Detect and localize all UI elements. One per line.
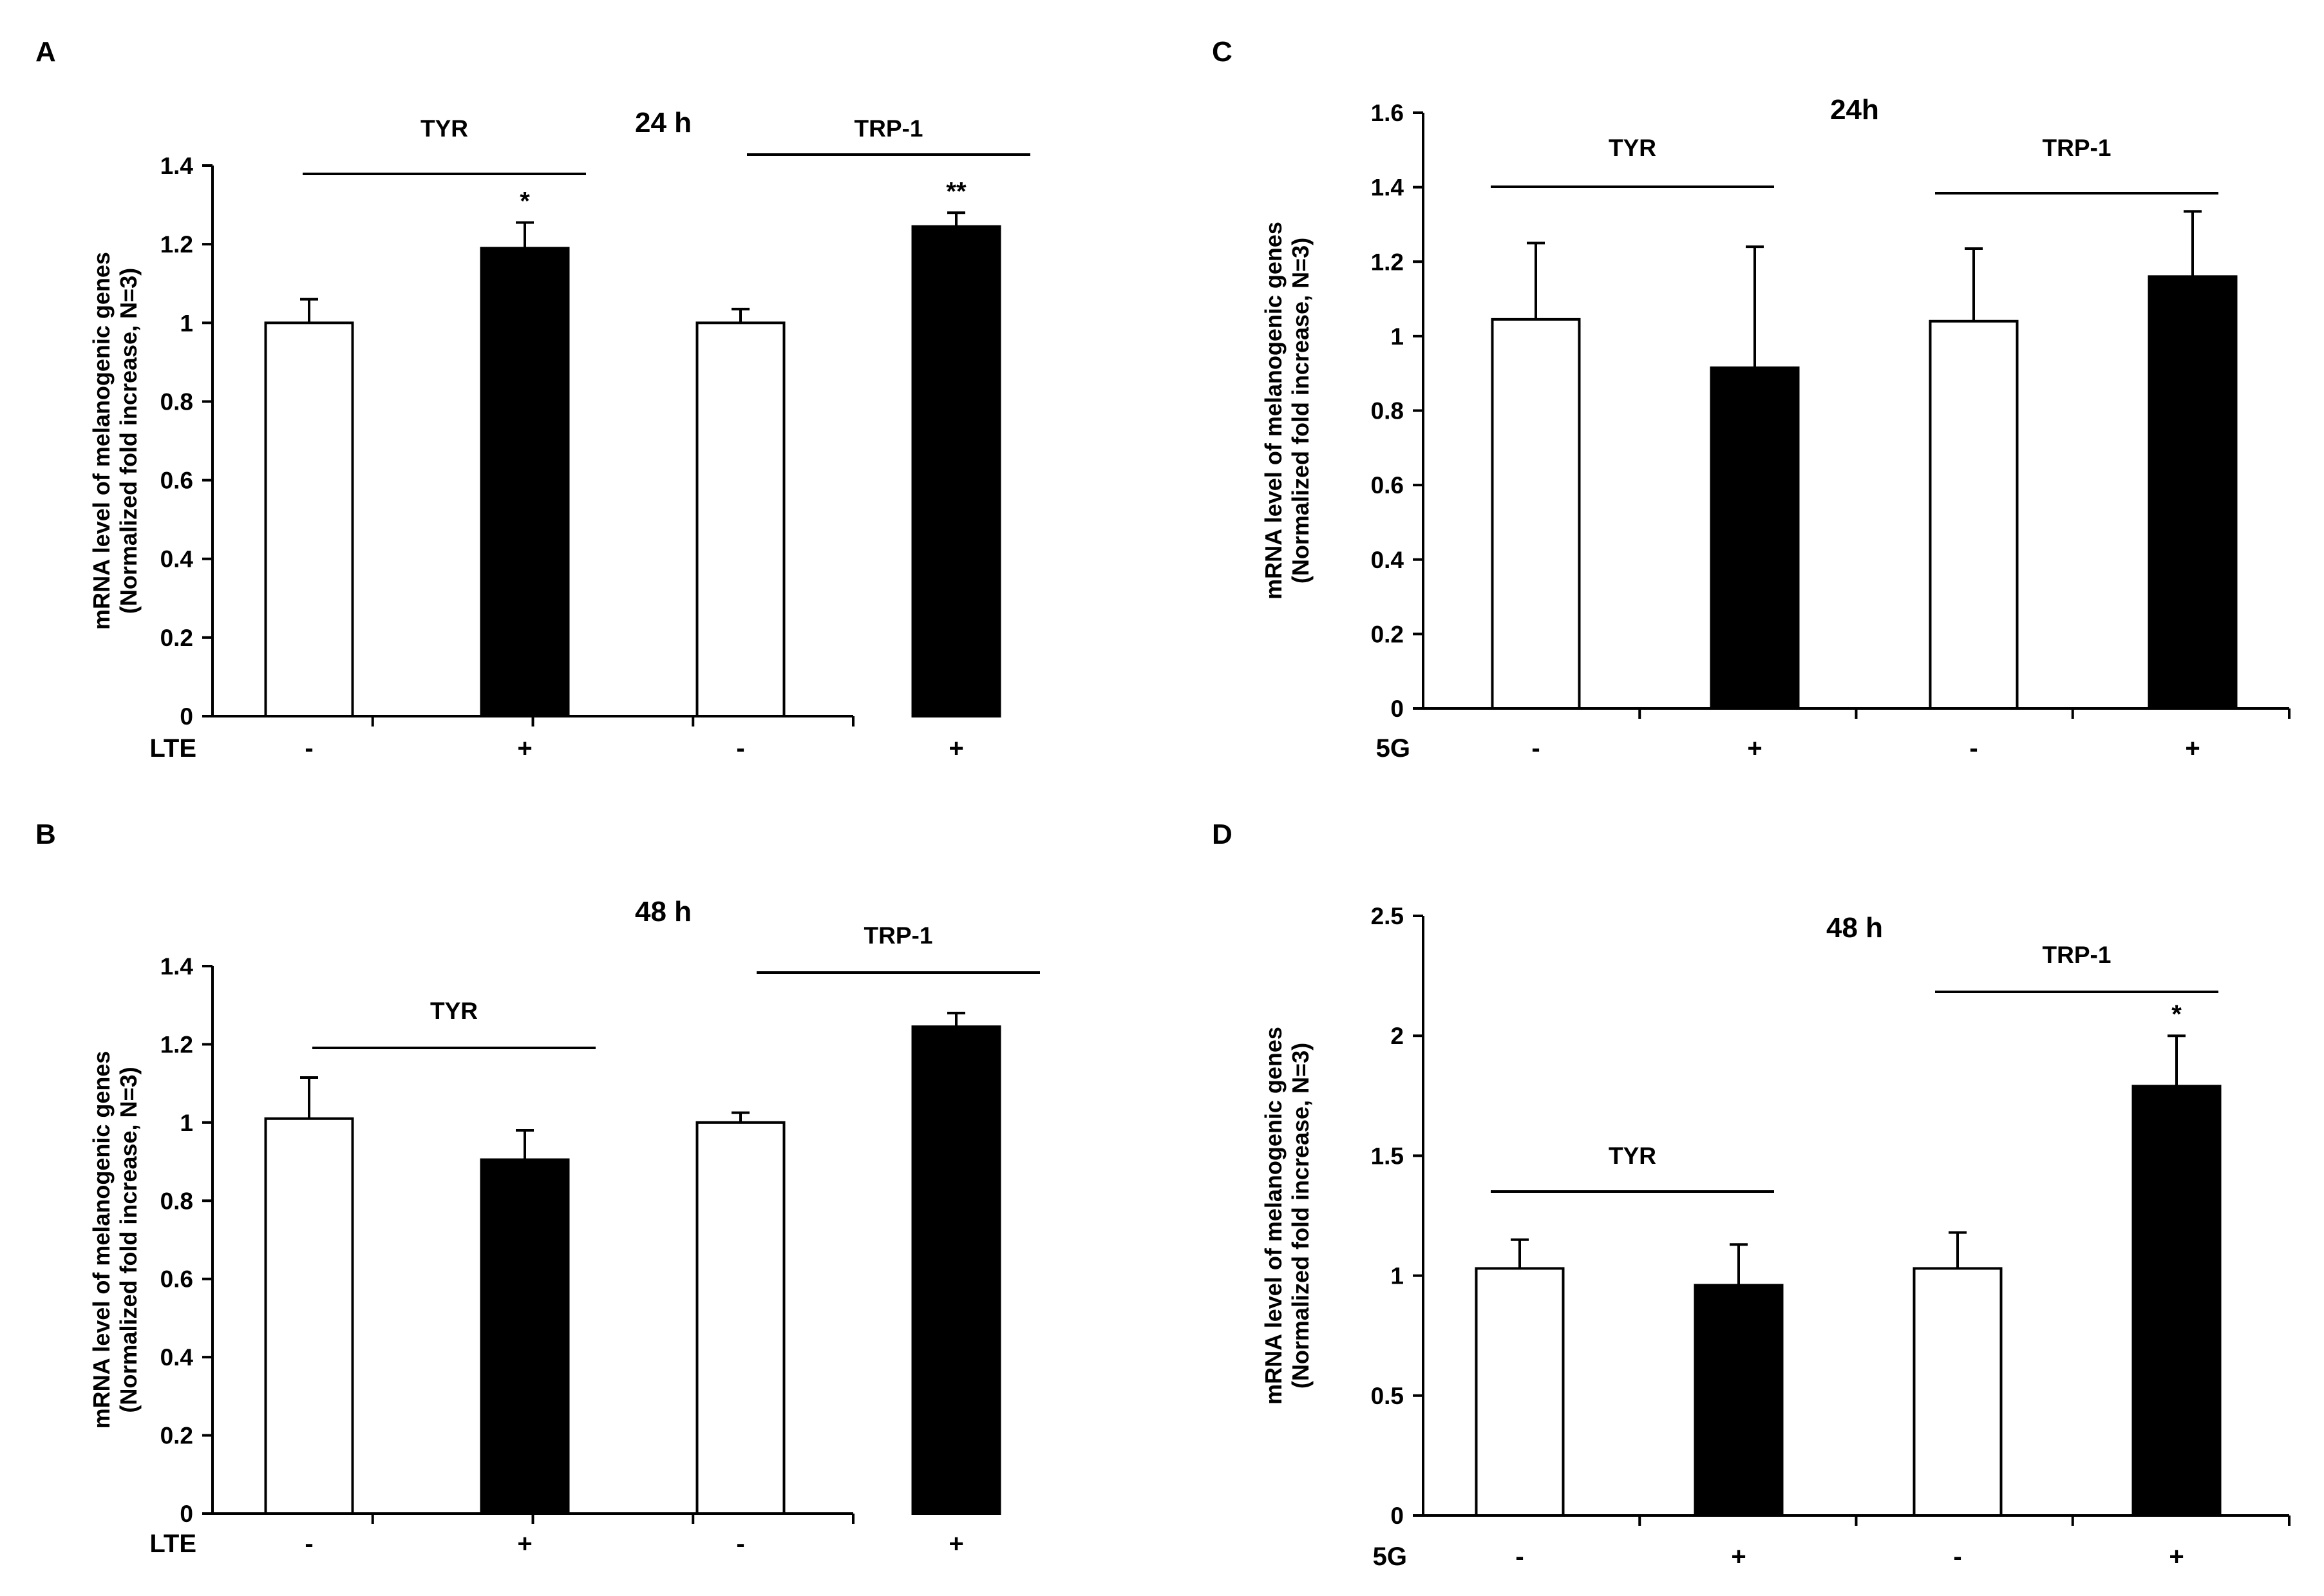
y-tick-label: 1.2 [160, 231, 193, 258]
x-category-label: - [305, 1530, 313, 1558]
panel-letter: B [35, 819, 56, 850]
treatment-label: LTE [149, 1530, 196, 1558]
x-category-label: - [1515, 1543, 1524, 1571]
y-tick-label: 0.2 [160, 625, 193, 651]
y-tick-label: 1.5 [1371, 1143, 1404, 1169]
bar [911, 225, 1001, 717]
significance-marker: * [520, 187, 530, 216]
group-label: TRP-1 [855, 115, 923, 142]
group-label: TRP-1 [2043, 135, 2111, 161]
bar [1475, 1267, 1565, 1517]
bar [264, 1117, 354, 1515]
x-category-label: + [517, 1530, 532, 1558]
y-tick-label: 1 [180, 1110, 193, 1136]
y-axis-label: (Normalized fold increase, N=3) [1287, 238, 1314, 584]
y-tick-label: 0.2 [160, 1423, 193, 1449]
bar [695, 1121, 786, 1515]
bar [480, 1158, 570, 1515]
bar [1694, 1284, 1784, 1517]
y-tick-label: 0.2 [1371, 621, 1404, 647]
y-tick-label: 2 [1390, 1023, 1404, 1049]
y-tick-label: 0.4 [160, 546, 194, 573]
bar [911, 1025, 1001, 1515]
significance-marker: ** [946, 177, 967, 205]
chart-title: 24h [1830, 94, 1879, 126]
y-tick-label: 0 [180, 703, 193, 730]
group-label: TYR [430, 998, 478, 1024]
group-label: TYR [1609, 135, 1656, 161]
y-axis-label: mRNA level of melanogenic genes [1260, 222, 1287, 600]
y-tick-label: 1.2 [160, 1031, 193, 1058]
x-category-label: + [949, 1530, 963, 1558]
significance-marker: * [2171, 1000, 2182, 1029]
y-tick-label: 0.6 [160, 468, 193, 494]
panel-letter: A [35, 36, 56, 68]
bar [264, 321, 354, 717]
y-tick-label: 0.4 [160, 1344, 194, 1371]
x-category-label: - [1953, 1543, 1961, 1571]
y-tick-label: 1 [1390, 323, 1404, 350]
bar [480, 247, 570, 717]
y-tick-label: 0 [1390, 696, 1404, 722]
bar [2148, 275, 2238, 710]
x-category-label: - [736, 1530, 744, 1558]
x-category-label: + [1731, 1543, 1746, 1571]
chart-title: 48 h [1826, 912, 1883, 944]
x-category-label: - [1531, 734, 1540, 763]
group-label: TYR [420, 115, 468, 142]
treatment-label: 5G [1373, 1543, 1407, 1571]
bar [2131, 1085, 2222, 1517]
chart-title: 48 h [635, 896, 692, 927]
treatment-label: LTE [149, 734, 196, 763]
group-label: TRP-1 [864, 922, 933, 949]
y-axis-label: (Normalized fold increase, N=3) [115, 1067, 142, 1412]
bar [1710, 366, 1800, 710]
panel-C: C 0 0.2 0.4 0.6 0.8 1 1.2 1.4 1.6 - + - + TYR TRP-1 24h 5… [1212, 36, 2291, 763]
bar [695, 321, 786, 717]
y-tick-label: 0.4 [1371, 547, 1404, 573]
y-tick-label: 1.2 [1371, 249, 1404, 275]
x-category-label: - [736, 734, 744, 763]
y-tick-label: 0.5 [1371, 1383, 1404, 1409]
y-tick-label: 0.8 [1371, 398, 1404, 424]
chart-title: 24 h [635, 107, 692, 138]
y-tick-label: 0 [1390, 1503, 1404, 1529]
x-category-label: - [1969, 734, 1978, 763]
panel-letter: D [1212, 819, 1233, 850]
y-tick-label: 1.4 [160, 153, 194, 179]
y-tick-label: 0.6 [1371, 472, 1404, 499]
y-tick-label: 0.8 [160, 1188, 193, 1214]
y-tick-label: 1.4 [160, 953, 194, 980]
x-category-label: + [2169, 1543, 2184, 1571]
y-axis-label: (Normalized fold increase, N=3) [115, 268, 142, 614]
bar [1929, 319, 2019, 710]
y-tick-label: 0.8 [160, 388, 193, 415]
y-axis-label: mRNA level of melanogenic genes [88, 252, 115, 630]
panel-D: D 0 0.5 1 1.5 2 2.5 - + - + * TYR TRP-1 48 h 5G mRNA lev… [1212, 819, 2291, 1571]
x-category-label: + [517, 734, 532, 763]
x-category-label: + [949, 734, 963, 763]
bar [1491, 318, 1581, 710]
y-tick-label: 1 [180, 310, 193, 336]
y-tick-label: 1.6 [1371, 100, 1404, 126]
y-tick-label: 1 [1390, 1263, 1404, 1289]
bar [1913, 1267, 2003, 1517]
x-category-label: + [2185, 734, 2200, 763]
y-axis-label: (Normalized fold increase, N=3) [1287, 1043, 1314, 1389]
group-label: TRP-1 [2043, 942, 2111, 968]
y-tick-label: 0.6 [160, 1266, 193, 1293]
panel-B: B 0 0.2 0.4 0.6 0.8 1 1.2 1.4 - + - + TYR TRP-1 48 h LTE… [35, 819, 1040, 1558]
x-category-label: - [305, 734, 313, 763]
y-axis-label: mRNA level of melanogenic genes [1260, 1027, 1287, 1405]
panel-letter: C [1212, 36, 1233, 68]
y-tick-label: 2.5 [1371, 903, 1404, 929]
x-category-label: + [1747, 734, 1762, 763]
group-label: TYR [1609, 1143, 1656, 1169]
treatment-label: 5G [1376, 734, 1410, 763]
y-tick-label: 0 [180, 1501, 193, 1527]
panel-A: A 0 0.2 0.4 0.6 0.8 1 1.2 1.4 - + * - + ** TYR TRP-1 24 h… [35, 36, 1030, 763]
y-axis-label: mRNA level of melanogenic genes [88, 1051, 115, 1429]
y-tick-label: 1.4 [1371, 175, 1404, 201]
